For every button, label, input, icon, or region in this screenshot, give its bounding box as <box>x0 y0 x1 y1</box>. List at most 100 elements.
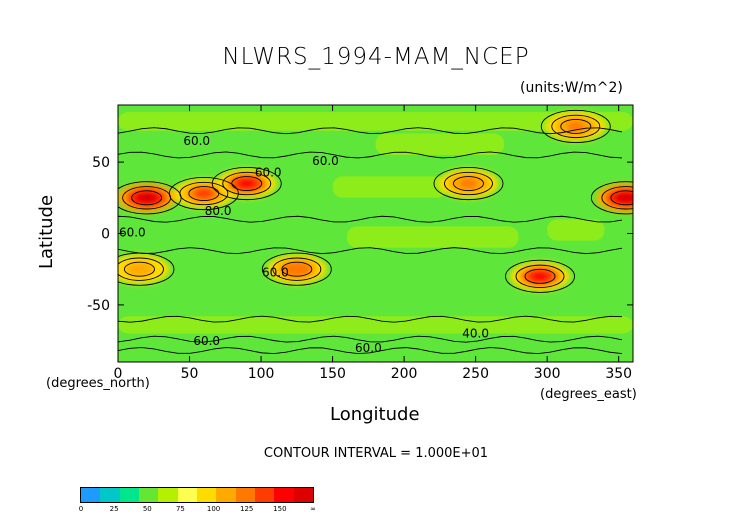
feature-3-level-3 <box>287 263 307 275</box>
contour-lat-3 <box>118 247 623 255</box>
legend-swatch-7 <box>216 488 236 502</box>
legend-swatch-9 <box>254 488 275 502</box>
contour-5-0 <box>505 259 575 293</box>
contour-0-2 <box>131 190 163 206</box>
contour-1-0 <box>168 176 239 211</box>
legend-swatch-1 <box>100 488 120 502</box>
contour-4-1 <box>444 171 493 196</box>
feature-8-level-3 <box>130 263 149 275</box>
contour-label-0: 60.0 <box>183 134 210 148</box>
legend-tick-label-1: 25 <box>109 505 119 513</box>
contour-7-1 <box>551 114 601 139</box>
contour-label-5: 60.0 <box>262 265 289 279</box>
contour-2-0 <box>211 166 282 201</box>
contour-interval-note: CONTOUR INTERVAL = 1.000E+01 <box>263 446 489 461</box>
feature-0-level-3 <box>137 192 156 204</box>
x-tick-label-3: 150 <box>319 366 346 382</box>
contour-lat-6 <box>118 347 623 355</box>
legend-tick-label-6: 150 <box>273 505 287 513</box>
feature-1-level-3 <box>194 188 214 199</box>
y-tick-label-1: 0 <box>101 227 110 243</box>
contour-lat-1 <box>118 151 623 159</box>
x-tick-label-6: 300 <box>534 366 561 382</box>
contour-5-1 <box>515 264 565 288</box>
contour-7-2 <box>560 118 592 134</box>
color-legend <box>80 487 314 503</box>
band-1 <box>332 176 448 198</box>
heat-feature-5 <box>510 261 571 292</box>
contour-lat-4 <box>118 315 623 323</box>
legend-swatch-0 <box>81 488 101 502</box>
contour-3-0 <box>261 252 332 286</box>
legend-swatch-8 <box>235 488 255 502</box>
feature-4-level-3 <box>459 178 478 189</box>
x-tick-label-7: 350 <box>605 366 632 382</box>
x-axis-unit-label: (degrees_east) <box>540 387 637 402</box>
contour-lat-2 <box>118 215 623 223</box>
contour-1-1 <box>179 181 229 206</box>
x-tick-label-1: 50 <box>181 366 199 382</box>
band-3 <box>118 316 633 334</box>
legend-swatch-5 <box>177 488 197 502</box>
heat-feature-7 <box>545 111 606 142</box>
contour-3-1 <box>272 257 322 281</box>
legend-tick-label-4: 100 <box>206 505 221 513</box>
legend-tick-label-0: 0 <box>78 505 84 513</box>
x-tick-label-5: 250 <box>462 366 489 382</box>
band-0 <box>118 112 633 131</box>
contour-label-6: 40.0 <box>462 327 489 341</box>
heat-feature-0 <box>118 182 177 213</box>
contour-7-0 <box>540 109 611 143</box>
contour-label-1: 60.0 <box>312 154 339 168</box>
x-tick-label-2: 100 <box>248 366 275 382</box>
legend-swatch-11 <box>293 488 313 502</box>
feature-5-level-3 <box>530 270 550 282</box>
band-4 <box>547 219 605 241</box>
contour-4-0 <box>433 166 504 201</box>
band-2 <box>346 226 519 248</box>
background-bands <box>118 112 633 334</box>
contour-6-0 <box>590 181 633 215</box>
contour-3-2 <box>281 261 313 277</box>
chart-title: NLWRS_1994-MAM_NCEP <box>222 44 530 70</box>
y-tick-label-0: 50 <box>92 155 110 171</box>
band-5 <box>375 133 505 155</box>
legend-tick-label-5: 125 <box>240 505 254 513</box>
legend-swatch-3 <box>138 488 159 502</box>
legend-swatch-2 <box>119 488 139 502</box>
contour-label-7: 60.0 <box>193 334 220 348</box>
contour-6-1 <box>601 186 633 210</box>
contour-8-1 <box>118 257 164 281</box>
contour-6-2 <box>610 190 633 206</box>
y-axis-label: Latitude <box>36 194 57 270</box>
legend-tick-label-2: 50 <box>142 505 152 513</box>
contour-lat-5 <box>118 335 623 343</box>
contour-2-2 <box>231 176 263 191</box>
y-tick-label-2: -50 <box>87 298 110 314</box>
contour-labels: 60.0 60.0 80.0 60.0 60.0 60.0 40.0 60.0 60.0 <box>119 134 489 355</box>
axis-ticks: 0 50 100 150 200 250 300 350 50 0 -50 <box>87 105 633 382</box>
heat-feature-6 <box>595 182 633 213</box>
contour-8-2 <box>124 261 155 277</box>
legend-swatch-6 <box>196 488 217 502</box>
contour-label-8: 60.0 <box>355 341 382 355</box>
legend-swatch-4 <box>158 488 178 502</box>
contour-4-2 <box>453 176 484 191</box>
contour-label-2: 80.0 <box>205 204 232 218</box>
legend-tick-label-7: ∞ <box>310 505 316 513</box>
y-axis-unit-label: (degrees_north) <box>46 376 150 391</box>
units-label: (units:W/m^2) <box>520 80 623 96</box>
x-tick-label-4: 200 <box>391 366 418 382</box>
contour-label-4: 60.0 <box>119 225 146 239</box>
feature-6-level-3 <box>616 192 633 204</box>
contour-lines <box>118 109 633 355</box>
legend-tick-label-3: 75 <box>175 505 185 513</box>
legend-swatch-10 <box>274 488 294 502</box>
contour-label-3: 60.0 <box>255 165 282 179</box>
contour-lat-0 <box>118 127 623 135</box>
contour-2-1 <box>222 171 272 196</box>
contour-5-2 <box>524 268 556 284</box>
feature-2-level-3 <box>237 178 256 189</box>
x-axis-label: Longitude <box>330 404 420 425</box>
